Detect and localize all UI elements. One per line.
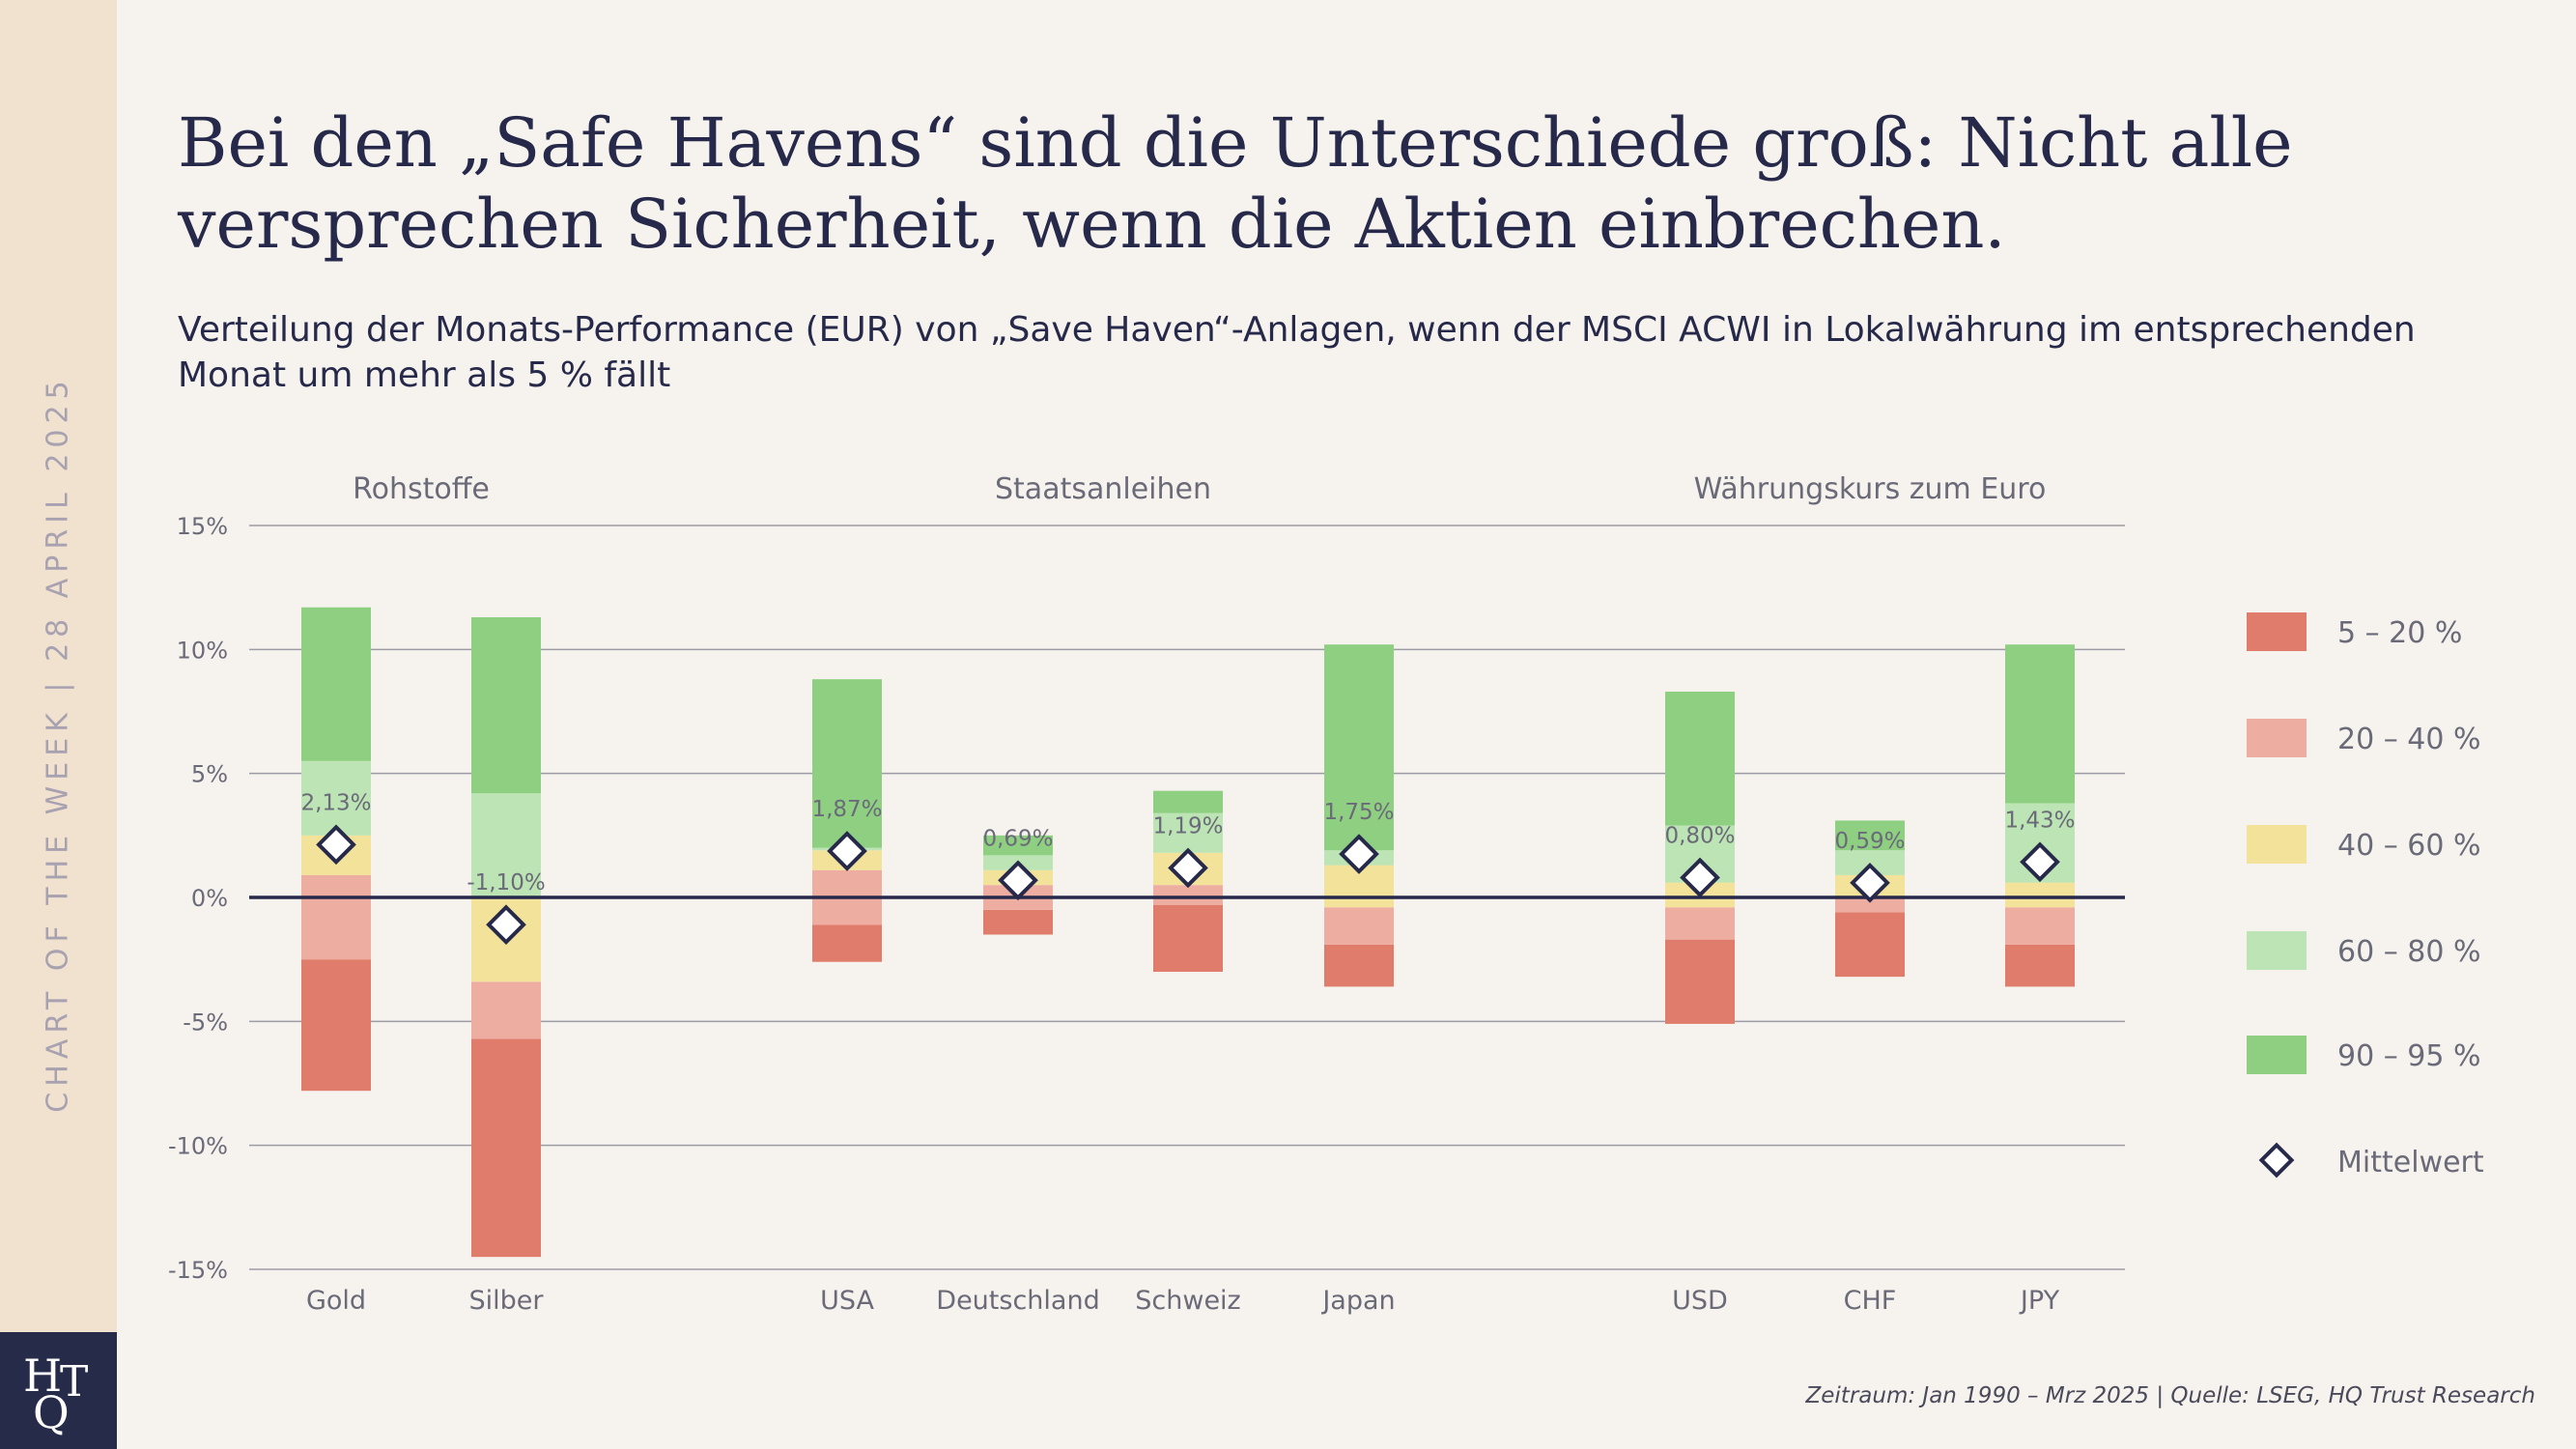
bar-segment-p5-20 (1153, 904, 1223, 972)
mean-value-label: -1,10% (467, 870, 545, 895)
legend-swatch (2247, 825, 2307, 864)
legend-label: 90 – 95 % (2337, 1039, 2481, 1073)
legend-label: Mittelwert (2337, 1146, 2484, 1179)
mean-marker (1339, 834, 1379, 874)
x-tick-label: Japan (1320, 1286, 1395, 1316)
x-tick-label: USD (1672, 1286, 1728, 1316)
bar-segment-p5-20 (1835, 912, 1905, 978)
brand-logo: H T Q (0, 1332, 117, 1449)
legend-label: 40 – 60 % (2337, 829, 2481, 863)
mean-marker (316, 824, 356, 866)
legend-item: 40 – 60 % (2247, 821, 2556, 869)
bar-segment-p20-40 (2005, 907, 2075, 945)
legend-item: 20 – 40 % (2247, 715, 2556, 763)
bar-segment-p20-40 (301, 874, 371, 960)
bar-segment-p90-95 (812, 679, 882, 848)
bar-segment-p5-20 (471, 1038, 541, 1258)
mean-value-label: 1,43% (2004, 808, 2075, 833)
bar-segment-p20-40 (1835, 897, 1905, 913)
mean-marker (998, 860, 1038, 901)
bar-segment-p90-95 (1153, 790, 1223, 813)
legend-swatch (2247, 612, 2307, 651)
group-label: Währungskurs zum Euro (1694, 472, 2047, 506)
source-note: Zeitraum: Jan 1990 – Mrz 2025 | Quelle: … (1805, 1383, 2536, 1408)
bar-segment-p90-95 (1324, 644, 1394, 851)
legend-label: 20 – 40 % (2337, 723, 2481, 756)
logo-letter-h: H (23, 1350, 63, 1402)
bar-segment-p90-95 (301, 607, 371, 761)
bar-segment-p60-80 (301, 760, 371, 836)
bar-segment-p90-95 (1835, 820, 1905, 851)
x-tick-label: Silber (469, 1286, 545, 1316)
mean-value-label: 1,19% (1152, 813, 1223, 838)
y-tick-label: -15% (168, 1257, 228, 1284)
page-title: Bei den „Safe Havens“ sind die Unterschi… (178, 103, 2293, 264)
group-label: Rohstoffe (353, 472, 490, 506)
x-tick-label: JPY (2019, 1286, 2060, 1316)
mean-marker (2020, 841, 2060, 883)
bar-segment-p5-20 (1665, 939, 1735, 1024)
mean-value-label: 0,80% (1664, 823, 1735, 848)
page-subtitle: Verteilung der Monats-Performance (EUR) … (178, 310, 2416, 395)
sidebar: CHART OF THE WEEK | 28 APRIL 2025 H T Q (0, 0, 117, 1449)
bar-segment-p90-95 (983, 835, 1053, 856)
x-tick-label: CHF (1844, 1286, 1897, 1316)
mean-marker (1680, 857, 1720, 898)
x-tick-label: Deutschland (936, 1286, 1099, 1316)
legend-swatch (2247, 719, 2307, 757)
bar-segment-p20-40 (1324, 907, 1394, 945)
logo-letter-q: Q (33, 1386, 70, 1438)
mean-marker (827, 831, 867, 871)
bar-segment-p5-20 (812, 924, 882, 962)
mean-value-label: 2,13% (300, 790, 371, 815)
legend-item: 90 – 95 % (2247, 1032, 2556, 1080)
mean-marker (1850, 863, 1890, 903)
bar-segment-p60-80 (1153, 812, 1223, 853)
bar-segment-p20-40 (1153, 885, 1223, 905)
mean-value-label: 1,87% (811, 797, 882, 822)
bar-segment-p90-95 (471, 616, 541, 794)
x-tick-label: Gold (306, 1286, 366, 1316)
mean-marker (486, 904, 526, 946)
y-tick-label: -10% (168, 1133, 228, 1160)
x-tick-label: USA (820, 1286, 874, 1316)
logo-letter-t: T (60, 1357, 89, 1406)
bar-segment-p5-20 (1324, 944, 1394, 987)
bar-segment-p90-95 (1665, 691, 1735, 826)
group-label: Staatsanleihen (995, 472, 1211, 506)
y-tick-label: 15% (177, 513, 228, 540)
y-tick-label: 10% (177, 637, 228, 664)
legend-swatch (2247, 1036, 2307, 1074)
diamond-icon (2258, 1142, 2295, 1179)
legend-item: 60 – 80 % (2247, 927, 2556, 976)
y-tick-label: 0% (191, 885, 228, 912)
mean-value-label: 0,59% (1834, 829, 1905, 854)
x-tick-label: Schweiz (1135, 1286, 1240, 1316)
bar-segment-p5-20 (983, 909, 1053, 935)
mean-marker (1168, 847, 1208, 889)
legend-label: 5 – 20 % (2337, 616, 2463, 650)
bar-segment-p5-20 (301, 959, 371, 1092)
bar-segment-p20-40 (1665, 907, 1735, 940)
mean-value-label: 0,69% (982, 826, 1053, 851)
mean-value-label: 1,75% (1323, 800, 1394, 825)
legend-item: 5 – 20 % (2247, 609, 2556, 657)
y-tick-label: 5% (191, 761, 228, 788)
legend-swatch (2247, 931, 2307, 970)
bar-segment-p90-95 (2005, 644, 2075, 804)
bar-segment-p20-40 (471, 981, 541, 1039)
bar-segment-p60-80 (471, 793, 541, 897)
bar-segment-p5-20 (2005, 944, 2075, 987)
legend-item: Mittelwert (2247, 1138, 2556, 1186)
bar-segment-p40-60 (2005, 882, 2075, 908)
legend-label: 60 – 80 % (2337, 935, 2481, 969)
y-tick-label: -5% (183, 1009, 228, 1036)
